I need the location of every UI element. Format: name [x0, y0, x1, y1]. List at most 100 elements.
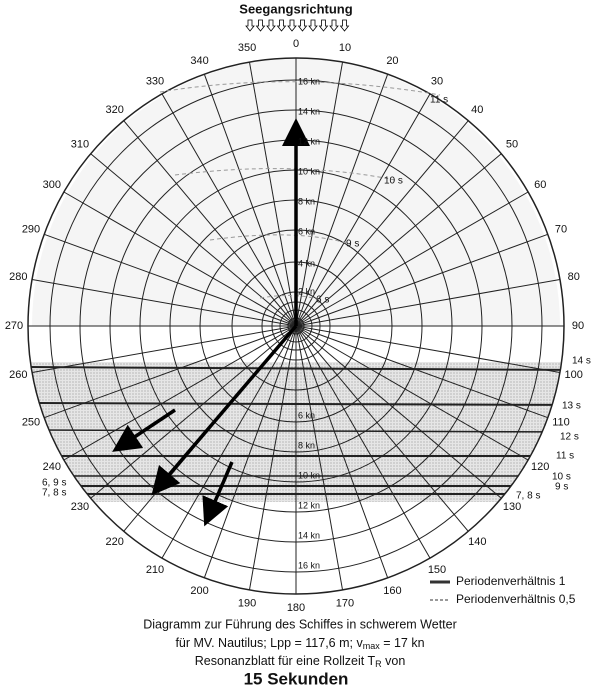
wave-arrow — [255, 19, 266, 32]
speed-label: 16 kn — [298, 76, 320, 86]
period-label: 9 s — [555, 482, 568, 493]
period-label: 12 s — [560, 432, 579, 443]
speed-label: 4 kn — [298, 258, 315, 268]
caption-bold: 15 Sekunden — [244, 669, 349, 688]
caption-part: = 17 kn — [380, 636, 425, 650]
caption-part: Resonanzblatt für eine Rollzeit T — [195, 654, 376, 668]
angle-label: 220 — [106, 536, 124, 548]
wave-arrow — [276, 19, 287, 32]
spoke — [161, 93, 297, 327]
period-label: 9 s — [346, 239, 359, 250]
wave-arrow — [287, 19, 297, 32]
spoke — [295, 120, 469, 327]
angle-label: 50 — [506, 139, 518, 151]
angle-label: 200 — [190, 585, 208, 597]
spoke — [43, 233, 297, 327]
angle-label: 70 — [555, 223, 567, 235]
wave-arrow — [297, 19, 308, 32]
spoke — [248, 325, 297, 591]
spoke — [295, 325, 549, 419]
speed-label: 10 kn — [298, 470, 320, 480]
angle-label: 110 — [552, 416, 570, 428]
spoke — [295, 325, 529, 461]
spoke — [248, 61, 297, 327]
angle-label: 320 — [106, 104, 124, 116]
spoke — [161, 325, 297, 559]
spoke — [123, 120, 297, 327]
angle-label: 140 — [468, 536, 486, 548]
angle-label: 310 — [71, 139, 89, 151]
angle-label: 130 — [503, 501, 521, 513]
caption-part: für MV. Nautilus; Lpp = 117,6 m; v — [175, 636, 363, 650]
speed-label: 14 kn — [298, 530, 320, 540]
spoke — [295, 325, 502, 499]
angle-label: 270 — [5, 320, 23, 332]
spoke — [295, 325, 561, 374]
spoke — [295, 325, 344, 591]
spoke — [295, 93, 431, 327]
spoke — [63, 191, 297, 327]
angle-label: 100 — [565, 369, 583, 381]
angle-label: 230 — [71, 501, 89, 513]
caption: Resonanzblatt für eine Rollzeit TR von — [195, 654, 406, 669]
angle-label: 180 — [287, 602, 305, 614]
period-label: 11 s — [430, 95, 448, 106]
speed-label: 8 kn — [298, 440, 315, 450]
spoke — [295, 73, 389, 327]
upper-shade — [296, 58, 560, 326]
angle-label: 10 — [339, 42, 351, 54]
subscript: max — [363, 641, 381, 651]
angle-label: 0 — [293, 38, 299, 50]
angle-label: 280 — [9, 271, 27, 283]
spoke — [63, 325, 297, 461]
angle-label: 260 — [9, 369, 27, 381]
period-label: 13 s — [562, 401, 581, 412]
angle-label: 60 — [534, 179, 546, 191]
speed-label: 8 kn — [298, 196, 315, 206]
period-label: 7, 8 s — [42, 488, 66, 499]
spoke — [203, 73, 297, 327]
caption: für MV. Nautilus; Lpp = 117,6 m; vmax = … — [175, 636, 424, 651]
spoke — [295, 153, 502, 327]
angle-label: 330 — [146, 76, 164, 88]
angle-label: 40 — [471, 104, 483, 116]
caption: Diagramm zur Führung des Schiffes in sch… — [143, 617, 457, 631]
period-label: 10 s — [384, 176, 403, 187]
caption-part: von — [382, 654, 406, 668]
wave-arrows — [245, 19, 350, 32]
upper-arcs — [159, 81, 441, 301]
spoke — [295, 278, 561, 327]
wave-arrow — [318, 19, 329, 32]
speed-label: 12 kn — [298, 500, 320, 510]
wave-arrow — [329, 19, 339, 32]
angle-label: 20 — [386, 55, 398, 67]
shading — [28, 58, 564, 502]
upper-shade — [31, 58, 296, 326]
angle-label: 170 — [336, 598, 354, 610]
spoke — [295, 61, 344, 327]
spoke — [295, 325, 469, 532]
angle-label: 90 — [572, 320, 584, 332]
wave-arrow — [266, 19, 276, 32]
speed-label: 6 kn — [298, 226, 315, 236]
speed-label: 10 kn — [298, 166, 320, 176]
speed-label: 2 kn — [298, 286, 315, 296]
spoke — [90, 325, 297, 499]
period-label: 7, 8 s — [516, 491, 540, 502]
subscript: R — [375, 659, 382, 669]
spoke — [295, 191, 529, 327]
angle-label: 300 — [43, 179, 61, 191]
speed-label: 16 kn — [298, 560, 320, 570]
legend-label: Periodenverhältnis 1 — [456, 574, 566, 588]
speed-label: 12 kn — [298, 136, 320, 146]
angle-label: 340 — [190, 55, 208, 67]
angle-label: 150 — [428, 564, 446, 576]
speed-label: 6 kn — [298, 410, 315, 420]
angle-label: 240 — [43, 461, 61, 473]
period-label: 6 s — [316, 295, 329, 306]
period-label: 10 s — [552, 472, 571, 483]
spoke — [295, 325, 431, 559]
angle-label: 250 — [22, 416, 40, 428]
